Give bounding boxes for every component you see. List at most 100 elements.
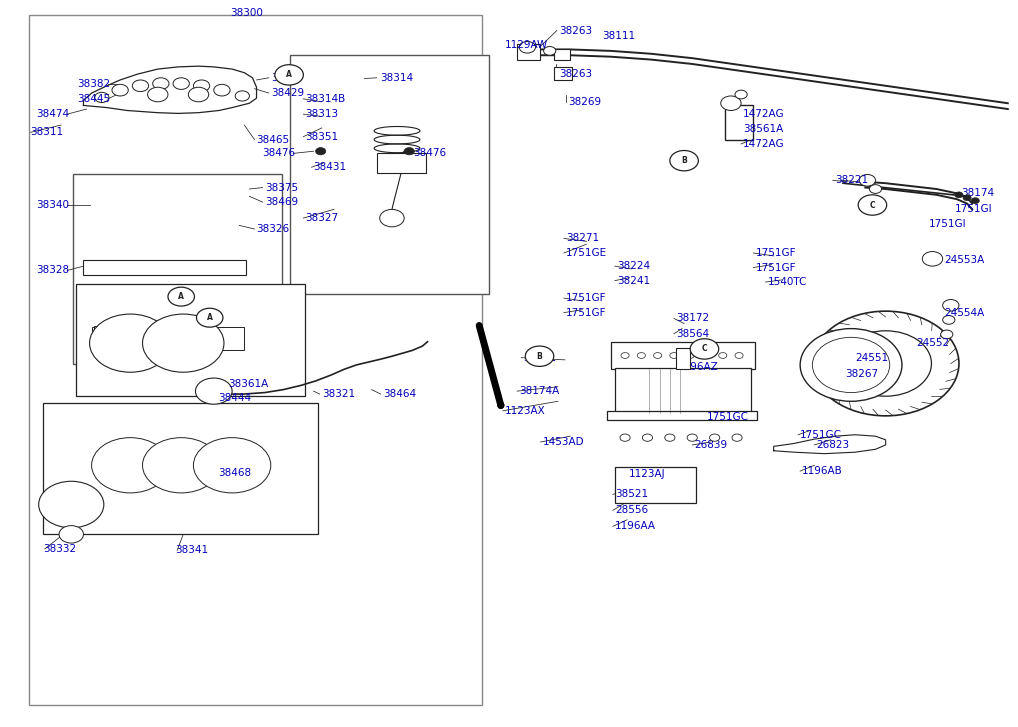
- Text: 1472AG: 1472AG: [743, 139, 785, 149]
- Bar: [73, 174, 282, 364]
- Circle shape: [275, 65, 303, 85]
- Circle shape: [404, 148, 414, 155]
- Circle shape: [955, 192, 963, 198]
- Text: 38476: 38476: [413, 148, 447, 158]
- Text: 38328: 38328: [36, 265, 69, 276]
- Text: 38564: 38564: [676, 329, 710, 339]
- Text: 38314B: 38314B: [305, 94, 346, 104]
- Text: 1751GE: 1751GE: [566, 248, 607, 258]
- Circle shape: [193, 438, 271, 493]
- Circle shape: [620, 434, 630, 441]
- Text: 1751GF: 1751GF: [755, 248, 796, 258]
- Bar: [29, 15, 482, 705]
- Text: 38521: 38521: [615, 489, 648, 499]
- Text: 38326: 38326: [257, 224, 290, 234]
- Circle shape: [95, 92, 109, 103]
- Text: 28556: 28556: [615, 505, 648, 515]
- Circle shape: [687, 434, 697, 441]
- Circle shape: [670, 353, 678, 358]
- Bar: [676, 348, 690, 369]
- Text: 1751GC: 1751GC: [706, 412, 748, 422]
- Text: 38172: 38172: [676, 313, 710, 324]
- Circle shape: [642, 434, 653, 441]
- Text: 38361A: 38361A: [228, 379, 269, 389]
- Circle shape: [670, 150, 698, 171]
- Text: 38300: 38300: [230, 8, 263, 18]
- Text: 1196AB: 1196AB: [802, 466, 843, 476]
- Text: 38271: 38271: [566, 233, 600, 244]
- Text: 1472AG: 1472AG: [743, 109, 785, 119]
- Text: 38313: 38313: [305, 109, 339, 119]
- Circle shape: [621, 353, 629, 358]
- Text: 24553A: 24553A: [945, 255, 985, 265]
- Circle shape: [735, 90, 747, 99]
- Circle shape: [380, 209, 404, 227]
- Circle shape: [132, 327, 169, 353]
- Circle shape: [544, 47, 556, 55]
- Text: 38469: 38469: [265, 197, 298, 207]
- Circle shape: [710, 434, 720, 441]
- Text: 38321: 38321: [322, 389, 355, 399]
- Circle shape: [519, 41, 535, 53]
- Text: 24551: 24551: [855, 353, 889, 363]
- Text: 38465: 38465: [257, 134, 290, 145]
- Circle shape: [963, 195, 971, 201]
- Text: 38340: 38340: [37, 200, 69, 210]
- Text: 38267: 38267: [845, 369, 879, 379]
- Text: 24554A: 24554A: [945, 308, 985, 318]
- Text: 1540TC: 1540TC: [768, 277, 807, 287]
- Bar: [554, 67, 572, 80]
- Text: 26839: 26839: [694, 440, 728, 450]
- Circle shape: [235, 91, 249, 101]
- Bar: [76, 284, 305, 396]
- Text: 38444: 38444: [218, 393, 251, 403]
- Circle shape: [39, 481, 104, 528]
- Circle shape: [858, 195, 887, 215]
- Text: 38263: 38263: [559, 25, 592, 36]
- Circle shape: [173, 78, 189, 89]
- Text: 1751GF: 1751GF: [566, 293, 607, 303]
- Text: 38561A: 38561A: [743, 124, 784, 134]
- Circle shape: [800, 329, 902, 401]
- Bar: [94, 326, 195, 334]
- Bar: [83, 260, 246, 275]
- Bar: [92, 327, 244, 350]
- Circle shape: [102, 327, 138, 353]
- Circle shape: [214, 84, 230, 96]
- Circle shape: [90, 314, 171, 372]
- Circle shape: [719, 353, 727, 358]
- Text: 1123AX: 1123AX: [505, 406, 546, 416]
- Text: 26823: 26823: [816, 440, 850, 450]
- Circle shape: [735, 353, 743, 358]
- Bar: [517, 44, 540, 60]
- Text: A: A: [286, 71, 292, 79]
- Text: 38341: 38341: [175, 545, 209, 555]
- Text: 38269: 38269: [568, 97, 602, 107]
- Circle shape: [859, 174, 875, 186]
- Circle shape: [869, 185, 882, 193]
- Text: 38332: 38332: [43, 544, 76, 554]
- Text: 38221: 38221: [835, 175, 868, 185]
- Text: 38445: 38445: [76, 94, 110, 104]
- Circle shape: [112, 84, 128, 96]
- Text: 38351: 38351: [305, 132, 339, 142]
- Circle shape: [143, 314, 224, 372]
- Circle shape: [922, 252, 943, 266]
- Text: 38464: 38464: [383, 389, 416, 399]
- Circle shape: [637, 353, 645, 358]
- Text: 38314: 38314: [380, 73, 413, 83]
- Bar: [43, 403, 318, 534]
- Text: 38174A: 38174A: [519, 386, 560, 396]
- Text: 38611: 38611: [523, 353, 557, 363]
- Text: 38468: 38468: [218, 467, 251, 478]
- Text: 1751GI: 1751GI: [955, 204, 993, 214]
- Circle shape: [812, 311, 959, 416]
- Text: 38375: 38375: [265, 182, 298, 193]
- Text: 38387: 38387: [271, 73, 304, 83]
- Bar: [615, 467, 696, 503]
- Text: 38431: 38431: [314, 162, 347, 172]
- Circle shape: [195, 378, 232, 404]
- Text: 38474: 38474: [36, 109, 69, 119]
- Circle shape: [654, 353, 662, 358]
- Text: 38174: 38174: [961, 188, 995, 198]
